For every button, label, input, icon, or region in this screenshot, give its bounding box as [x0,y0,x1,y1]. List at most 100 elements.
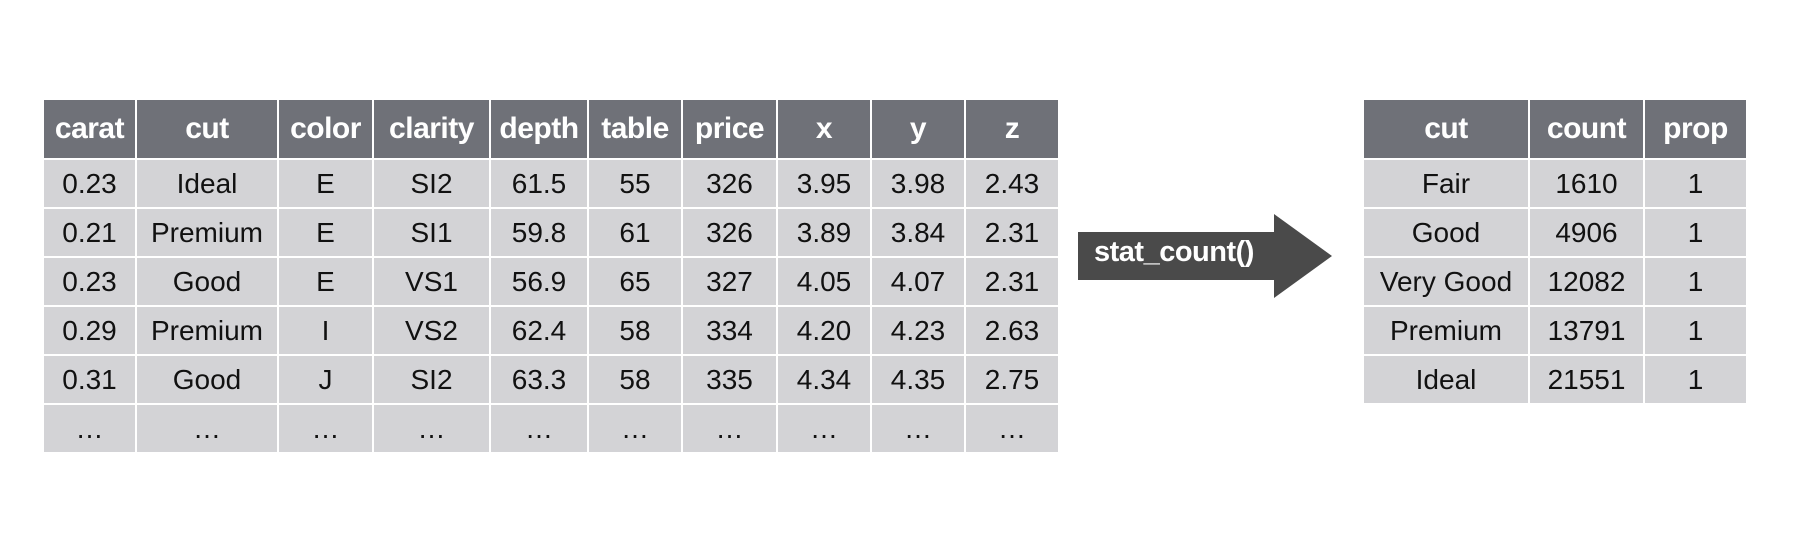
source-data-table: carat cut color clarity depth table pric… [42,98,1060,454]
table-cell: 4906 [1528,207,1645,258]
table-cell: VS1 [372,256,491,307]
table-row: Fair 1610 1 [1362,158,1748,209]
table-cell: 3.84 [870,207,966,258]
column-header: count [1528,98,1645,160]
table-cell: 1 [1643,158,1748,209]
table-cell: … [277,403,374,454]
table-row: 0.31 Good J SI2 63.3 58 335 4.34 4.35 2.… [42,354,1060,405]
column-header: cut [1362,98,1530,160]
table-cell: 4.34 [776,354,872,405]
table-cell: 2.31 [964,207,1060,258]
table-cell: 2.63 [964,305,1060,356]
table-cell: … [489,403,589,454]
column-header: z [964,98,1060,160]
table-cell: … [372,403,491,454]
table-header-row: carat cut color clarity depth table pric… [42,98,1060,160]
table-cell: 1 [1643,305,1748,356]
table-cell: 4.07 [870,256,966,307]
table-cell: Good [135,256,279,307]
column-header: cut [135,98,279,160]
table-cell: Premium [135,207,279,258]
table-cell: 21551 [1528,354,1645,405]
table-row: Premium 13791 1 [1362,305,1748,356]
table-cell: … [587,403,683,454]
table-cell: Fair [1362,158,1530,209]
table-cell: 4.05 [776,256,872,307]
column-header: depth [489,98,589,160]
table-row: 0.21 Premium E SI1 59.8 61 326 3.89 3.84… [42,207,1060,258]
table-cell: 12082 [1528,256,1645,307]
table-row-ellipsis: … … … … … … … … … … [42,403,1060,454]
table-row: Ideal 21551 1 [1362,354,1748,405]
table-cell: E [277,256,374,307]
result-data-table: cut count prop Fair 1610 1 Good 4906 1 V… [1362,98,1748,405]
table-cell: 1610 [1528,158,1645,209]
table-row: Very Good 12082 1 [1362,256,1748,307]
table-cell: 0.23 [42,158,137,209]
table-cell: Ideal [1362,354,1530,405]
table-cell: … [42,403,137,454]
column-header: carat [42,98,137,160]
table-cell: 65 [587,256,683,307]
table-row: 0.23 Good E VS1 56.9 65 327 4.05 4.07 2.… [42,256,1060,307]
table-cell: 63.3 [489,354,589,405]
table-cell: 0.31 [42,354,137,405]
table-cell: J [277,354,374,405]
table-cell: Very Good [1362,256,1530,307]
table-cell: Good [135,354,279,405]
table-cell: SI2 [372,158,491,209]
table-cell: 334 [681,305,778,356]
table-cell: Premium [1362,305,1530,356]
table-cell: … [776,403,872,454]
column-header: clarity [372,98,491,160]
table-cell: VS2 [372,305,491,356]
table-cell: 4.20 [776,305,872,356]
table-cell: 61 [587,207,683,258]
table-cell: … [681,403,778,454]
table-cell: 0.23 [42,256,137,307]
table-cell: 56.9 [489,256,589,307]
table-cell: 1 [1643,354,1748,405]
table-cell: E [277,158,374,209]
table-cell: SI2 [372,354,491,405]
column-header: x [776,98,872,160]
table-cell: 13791 [1528,305,1645,356]
table-cell: 4.23 [870,305,966,356]
table-cell: 58 [587,354,683,405]
column-header: prop [1643,98,1748,160]
table-cell: 2.31 [964,256,1060,307]
table-cell: 3.98 [870,158,966,209]
table-cell: 59.8 [489,207,589,258]
table-cell: 1 [1643,207,1748,258]
transform-label: stat_count() [1094,236,1254,268]
column-header: price [681,98,778,160]
table-cell: Ideal [135,158,279,209]
table-cell: 3.89 [776,207,872,258]
table-cell: SI1 [372,207,491,258]
table-cell: 61.5 [489,158,589,209]
table-cell: 326 [681,158,778,209]
table-cell: I [277,305,374,356]
table-cell: 1 [1643,256,1748,307]
table-cell: 55 [587,158,683,209]
table-cell: … [964,403,1060,454]
table-cell: 2.43 [964,158,1060,209]
arrow-shape [1078,214,1332,298]
table-cell: E [277,207,374,258]
table-cell: 327 [681,256,778,307]
column-header: color [277,98,374,160]
column-header: y [870,98,966,160]
table-cell: 335 [681,354,778,405]
table-cell: 3.95 [776,158,872,209]
table-row: 0.29 Premium I VS2 62.4 58 334 4.20 4.23… [42,305,1060,356]
table-cell: … [870,403,966,454]
table-cell: 0.29 [42,305,137,356]
table-row: 0.23 Ideal E SI2 61.5 55 326 3.95 3.98 2… [42,158,1060,209]
table-cell: 58 [587,305,683,356]
table-header-row: cut count prop [1362,98,1748,160]
table-cell: … [135,403,279,454]
table-cell: 2.75 [964,354,1060,405]
transform-arrow [1078,214,1332,298]
table-row: Good 4906 1 [1362,207,1748,258]
table-cell: 62.4 [489,305,589,356]
